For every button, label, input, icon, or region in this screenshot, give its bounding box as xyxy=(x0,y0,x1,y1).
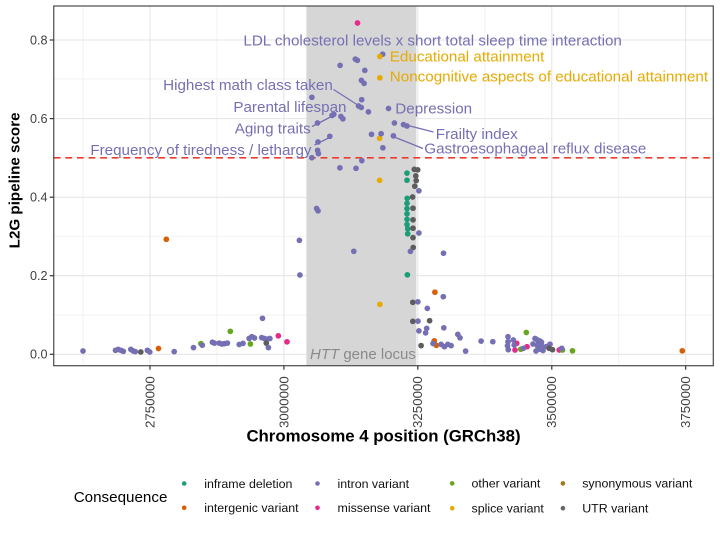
svg-text:0.8: 0.8 xyxy=(30,33,48,47)
svg-text:3000000: 3000000 xyxy=(276,376,291,428)
svg-text:synonymous variant: synonymous variant xyxy=(582,477,693,491)
svg-text:Frequency of tiredness / letha: Frequency of tiredness / lethargy xyxy=(90,142,312,159)
svg-text:Educational attainment: Educational attainment xyxy=(390,48,545,65)
svg-text:L2G pipeline score: L2G pipeline score xyxy=(7,112,24,248)
svg-text:Parental lifespan: Parental lifespan xyxy=(233,99,346,116)
svg-text:0.4: 0.4 xyxy=(30,191,48,205)
svg-text:Consequence: Consequence xyxy=(74,489,168,506)
svg-text:splice variant: splice variant xyxy=(472,502,545,516)
svg-text:HTT gene locus: HTT gene locus xyxy=(310,346,416,363)
svg-text:Chromosome 4 position (GRCh38): Chromosome 4 position (GRCh38) xyxy=(246,427,520,446)
svg-text:Noncognitive aspects of educat: Noncognitive aspects of educational atta… xyxy=(390,68,709,85)
svg-text:0.2: 0.2 xyxy=(30,269,48,283)
svg-text:Aging traits: Aging traits xyxy=(235,121,311,138)
svg-text:intergenic variant: intergenic variant xyxy=(204,501,299,515)
svg-text:3750000: 3750000 xyxy=(678,376,693,428)
svg-text:missense variant: missense variant xyxy=(338,501,432,515)
svg-text:other variant: other variant xyxy=(472,477,541,491)
svg-text:intron variant: intron variant xyxy=(338,477,410,491)
svg-text:Gastroesophageal reflux diseas: Gastroesophageal reflux disease xyxy=(424,140,646,157)
svg-text:0.6: 0.6 xyxy=(30,112,48,126)
svg-text:3250000: 3250000 xyxy=(410,376,425,428)
svg-text:UTR variant: UTR variant xyxy=(582,502,649,516)
svg-text:0.0: 0.0 xyxy=(30,348,48,362)
svg-text:Frailty index: Frailty index xyxy=(436,126,518,143)
svg-text:Depression: Depression xyxy=(395,100,472,117)
svg-text:LDL cholesterol levels x short: LDL cholesterol levels x short total sle… xyxy=(243,32,621,49)
svg-text:Highest math class taken: Highest math class taken xyxy=(163,77,333,94)
svg-text:2750000: 2750000 xyxy=(142,376,157,428)
svg-text:inframe deletion: inframe deletion xyxy=(204,477,292,491)
svg-text:3500000: 3500000 xyxy=(544,376,559,428)
